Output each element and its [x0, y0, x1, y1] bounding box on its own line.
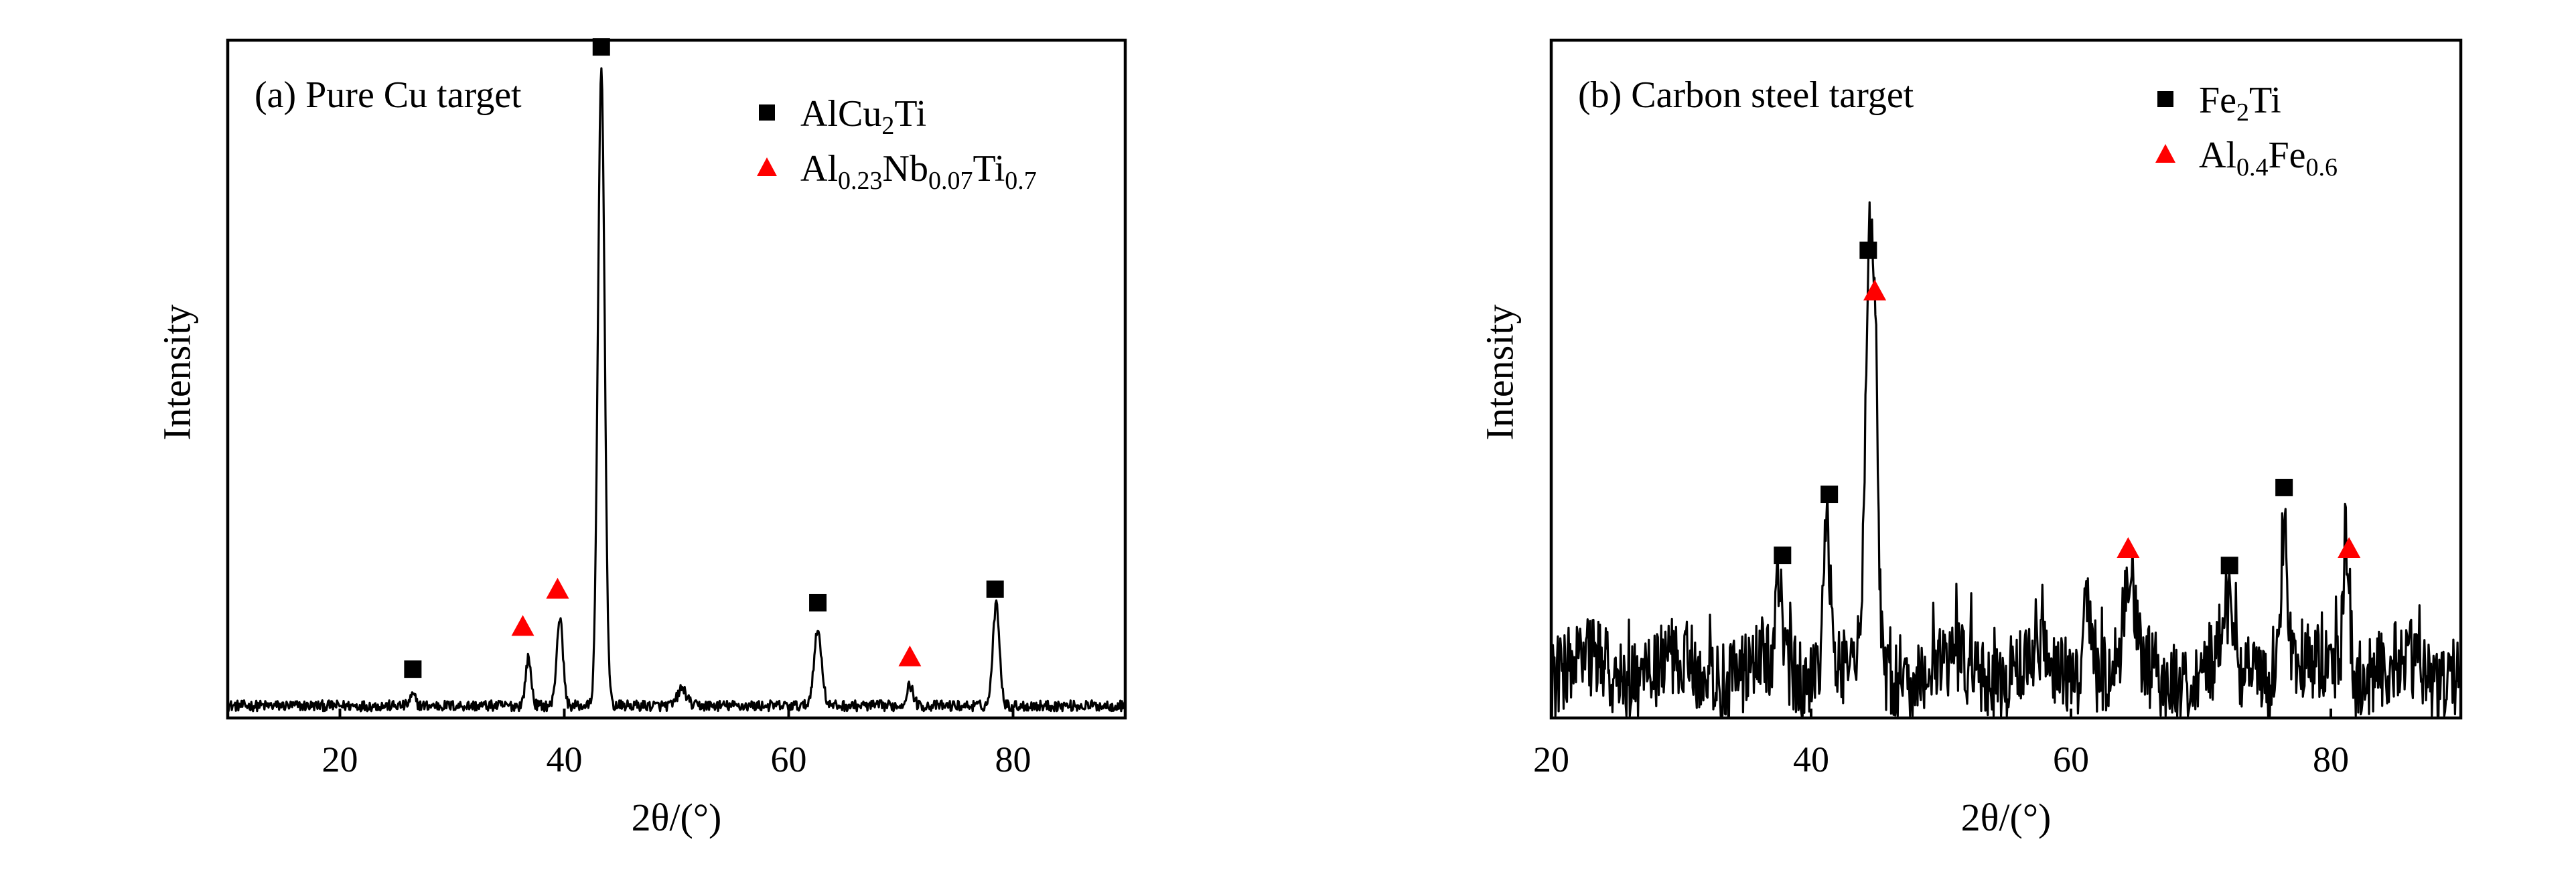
x-tick-label: 20 [1533, 739, 1569, 780]
x-ticks-a [338, 709, 1015, 718]
peak-marker-triangle [546, 577, 569, 599]
peak-marker-square [986, 580, 1004, 598]
peak-marker-square [1820, 486, 1839, 504]
peak-marker-square [2275, 478, 2293, 496]
xrd-trace-a [227, 67, 1127, 713]
peak-marker-square [1859, 241, 1877, 259]
peak-marker-triangle [2117, 537, 2140, 558]
peak-marker-triangle [2338, 537, 2361, 558]
y-axis-label-b: Intensity [1478, 305, 1521, 441]
panel-title-a: (a) Pure Cu target [255, 74, 522, 116]
peak-marker-triangle [898, 645, 922, 666]
legend-entry-alcu2ti: AlCu2Ti [800, 93, 926, 140]
x-axis-label-b: 2θ/(°) [1961, 796, 2052, 839]
x-tick-label: 40 [1793, 739, 1829, 780]
legend-marker-square [2157, 91, 2173, 107]
legend-a: AlCu2Ti Al0.23Nb0.07Ti0.7 [757, 93, 1037, 195]
y-axis-label-a: Intensity [155, 305, 198, 441]
x-tick-label: 80 [2313, 739, 2349, 780]
xrd-trace-b [1550, 201, 2462, 717]
legend-marker-triangle [2155, 144, 2175, 163]
x-tick-label: 20 [322, 739, 358, 780]
legend-marker-triangle [757, 157, 777, 176]
peak-marker-square [592, 38, 610, 56]
peak-markers-a [404, 38, 1004, 678]
x-axis-label-a: 2θ/(°) [632, 796, 722, 839]
x-tick-label: 60 [771, 739, 807, 780]
x-tick-label: 40 [547, 739, 583, 780]
panel-b: 20 40 60 80 (b) Carbon steel target 2θ/(°) … [1478, 38, 2463, 839]
x-tick-labels-b: 20 40 60 80 [1533, 739, 2349, 780]
legend-b: Fe2Ti Al0.4Fe0.6 [2155, 80, 2338, 182]
plot-frame-a [226, 38, 1127, 720]
legend-marker-square [759, 104, 775, 121]
panel-a: 20 40 60 80 (a) Pure Cu target 2θ/(°) Inten… [155, 38, 1127, 839]
panel-title-b: (b) Carbon steel target [1578, 74, 1914, 116]
peak-marker-triangle [1863, 279, 1887, 301]
peak-marker-triangle [511, 615, 534, 636]
peak-marker-square [809, 593, 827, 611]
x-tick-labels-a: 20 40 60 80 [322, 739, 1031, 780]
legend-entry-alnbti: Al0.23Nb0.07Ti0.7 [800, 148, 1037, 195]
peak-marker-square [2220, 557, 2238, 575]
legend-entry-alfe: Al0.4Fe0.6 [2199, 135, 2338, 182]
x-tick-label: 60 [2053, 739, 2089, 780]
plot-frame-b [1549, 38, 2463, 720]
peak-marker-square [1774, 547, 1792, 565]
x-ticks-b [1550, 709, 2332, 718]
x-tick-label: 80 [995, 739, 1031, 780]
peak-markers-b [1774, 241, 2361, 575]
legend-entry-fe2ti: Fe2Ti [2199, 80, 2281, 127]
peak-marker-square [404, 660, 422, 678]
